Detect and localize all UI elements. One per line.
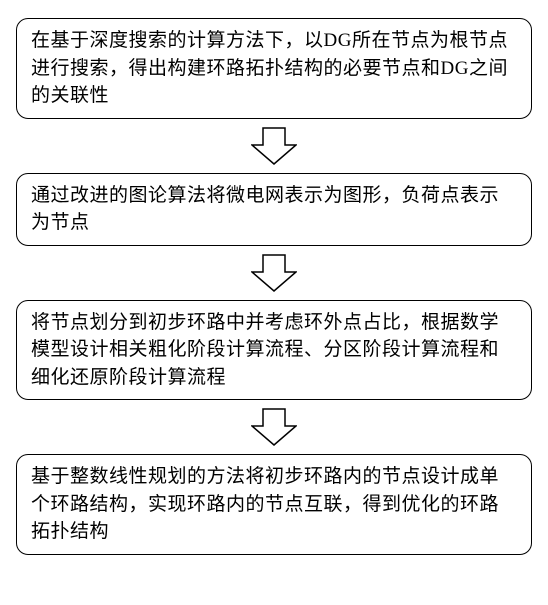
flow-step-4-text: 基于整数线性规划的方法将初步环路内的节点设计成单个环路结构，实现环路内的节点互联… bbox=[31, 463, 517, 546]
down-arrow-icon bbox=[251, 254, 297, 292]
flow-arrow-1 bbox=[251, 127, 297, 165]
flow-step-4: 基于整数线性规划的方法将初步环路内的节点设计成单个环路结构，实现环路内的节点互联… bbox=[16, 454, 532, 555]
flow-step-1-text: 在基于深度搜索的计算方法下，以DG所在节点为根节点进行搜索，得出构建环路拓扑结构… bbox=[31, 27, 517, 110]
flow-step-2-text: 通过改进的图论算法将微电网表示为图形，负荷点表示为节点 bbox=[31, 182, 517, 237]
flow-step-3: 将节点划分到初步环路中并考虑环外点占比，根据数学模型设计相关粗化阶段计算流程、分… bbox=[16, 300, 532, 401]
flow-step-1: 在基于深度搜索的计算方法下，以DG所在节点为根节点进行搜索，得出构建环路拓扑结构… bbox=[16, 18, 532, 119]
down-arrow-icon bbox=[251, 127, 297, 165]
flow-step-2: 通过改进的图论算法将微电网表示为图形，负荷点表示为节点 bbox=[16, 173, 532, 246]
flow-arrow-2 bbox=[251, 254, 297, 292]
flow-step-3-text: 将节点划分到初步环路中并考虑环外点占比，根据数学模型设计相关粗化阶段计算流程、分… bbox=[31, 309, 517, 392]
flow-arrow-3 bbox=[251, 408, 297, 446]
down-arrow-icon bbox=[251, 408, 297, 446]
